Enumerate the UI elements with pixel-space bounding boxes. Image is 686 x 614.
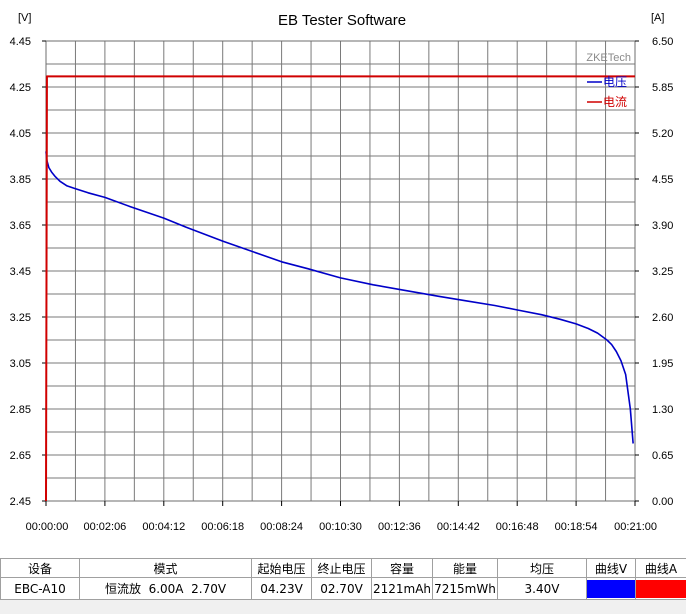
header-curve-v: 曲线V <box>586 558 636 578</box>
y-left-tick-label: 2.85 <box>10 404 31 416</box>
x-tick-label: 00:21:00 <box>614 521 657 533</box>
y-left-tick-label: 3.05 <box>10 358 31 370</box>
cell-device: EBC-A10 <box>0 577 80 600</box>
x-tick-label: 00:16:48 <box>496 521 539 533</box>
y-right-unit: [A] <box>651 12 664 24</box>
cell-start-voltage: 04.23V <box>251 577 312 600</box>
cell-mode: 恒流放 6.00A 2.70V <box>79 577 252 600</box>
y-left-tick-label: 4.45 <box>10 36 31 48</box>
x-tick-label: 00:08:24 <box>260 521 303 533</box>
y-left-tick-label: 4.05 <box>10 128 31 140</box>
y-left-unit: [V] <box>18 12 31 24</box>
header-mode: 模式 <box>79 558 252 578</box>
x-tick-label: 00:10:30 <box>319 521 362 533</box>
info-table: 设备 模式 起始电压 终止电压 容量 能量 均压 曲线V 曲线A EBC-A10… <box>0 558 686 600</box>
y-right-tick-label: 5.85 <box>652 82 673 94</box>
cell-energy: 7215mWh <box>432 577 498 600</box>
watermark: ZKETech <box>586 52 631 64</box>
y-left-tick-labels: 4.45 4.25 4.05 3.85 3.65 3.45 3.25 3.05 2.85 2.65… <box>10 36 46 508</box>
series-line-voltage <box>45 151 634 444</box>
x-tick-label: 00:02:06 <box>83 521 126 533</box>
y-right-tick-label: 6.50 <box>652 36 673 48</box>
y-right-tick-label: 3.25 <box>652 266 673 278</box>
series-layer <box>45 75 635 502</box>
legend: 电压 电流 <box>587 75 627 109</box>
header-device: 设备 <box>0 558 80 578</box>
x-tick-label: 00:12:36 <box>378 521 421 533</box>
header-energy: 能量 <box>432 558 498 578</box>
y-left-tick-label: 4.25 <box>10 82 31 94</box>
y-left-tick-label: 2.45 <box>10 496 31 508</box>
cell-curve-v-color[interactable] <box>586 577 636 600</box>
series-line-current <box>45 75 635 502</box>
legend-label-current: 电流 <box>603 95 627 109</box>
grid <box>45 40 636 502</box>
header-end-voltage: 终止电压 <box>311 558 372 578</box>
y-left-tick-label: 3.85 <box>10 174 31 186</box>
y-right-tick-label: 0.00 <box>652 496 673 508</box>
y-left-tick-label: 3.25 <box>10 312 31 324</box>
y-left-tick-label: 2.65 <box>10 450 31 462</box>
legend-label-voltage: 电压 <box>603 75 627 89</box>
header-start-voltage: 起始电压 <box>251 558 312 578</box>
y-right-tick-label: 3.90 <box>652 220 673 232</box>
y-right-tick-label: 2.60 <box>652 312 673 324</box>
cell-capacity: 2121mAh <box>371 577 433 600</box>
y-right-tick-label: 0.65 <box>652 450 673 462</box>
header-avg-voltage: 均压 <box>497 558 587 578</box>
y-right-tick-label: 1.95 <box>652 358 673 370</box>
curve-v-color-swatch[interactable] <box>587 579 635 598</box>
y-left-tick-label: 3.65 <box>10 220 31 232</box>
status-strip <box>0 600 686 614</box>
x-tick-label: 00:14:42 <box>437 521 480 533</box>
info-table-header: 设备 模式 起始电压 终止电压 容量 能量 均压 曲线V 曲线A <box>0 558 686 578</box>
y-right-tick-label: 1.30 <box>652 404 673 416</box>
x-tick-label: 00:00:00 <box>26 521 69 533</box>
x-tick-label: 00:06:18 <box>201 521 244 533</box>
cell-avg-voltage: 3.40V <box>497 577 587 600</box>
y-right-tick-label: 4.55 <box>652 174 673 186</box>
x-tick-label: 00:04:12 <box>142 521 185 533</box>
header-curve-a: 曲线A <box>635 558 686 578</box>
chart-title: EB Tester Software <box>278 12 406 29</box>
y-right-tick-label: 5.20 <box>652 128 673 140</box>
x-tick-label: 00:18:54 <box>555 521 598 533</box>
x-tick-labels: 00:00:00 00:02:06 00:04:12 00:06:18 00:08:24… <box>26 501 657 533</box>
y-right-tick-labels: 6.50 5.85 5.20 4.55 3.90 3.25 2.60 1.95 1.30 0.65… <box>635 36 673 508</box>
info-table-row: EBC-A10 恒流放 6.00A 2.70V 04.23V 02.70V 21… <box>0 577 686 600</box>
y-left-tick-label: 3.45 <box>10 266 31 278</box>
header-capacity: 容量 <box>371 558 433 578</box>
curve-a-color-swatch[interactable] <box>636 579 686 598</box>
cell-curve-a-color[interactable] <box>635 577 686 600</box>
chart: EB Tester Software [V] [A] 4.45 4.25 4.05 3… <box>10 12 674 533</box>
cell-end-voltage: 02.70V <box>311 577 372 600</box>
